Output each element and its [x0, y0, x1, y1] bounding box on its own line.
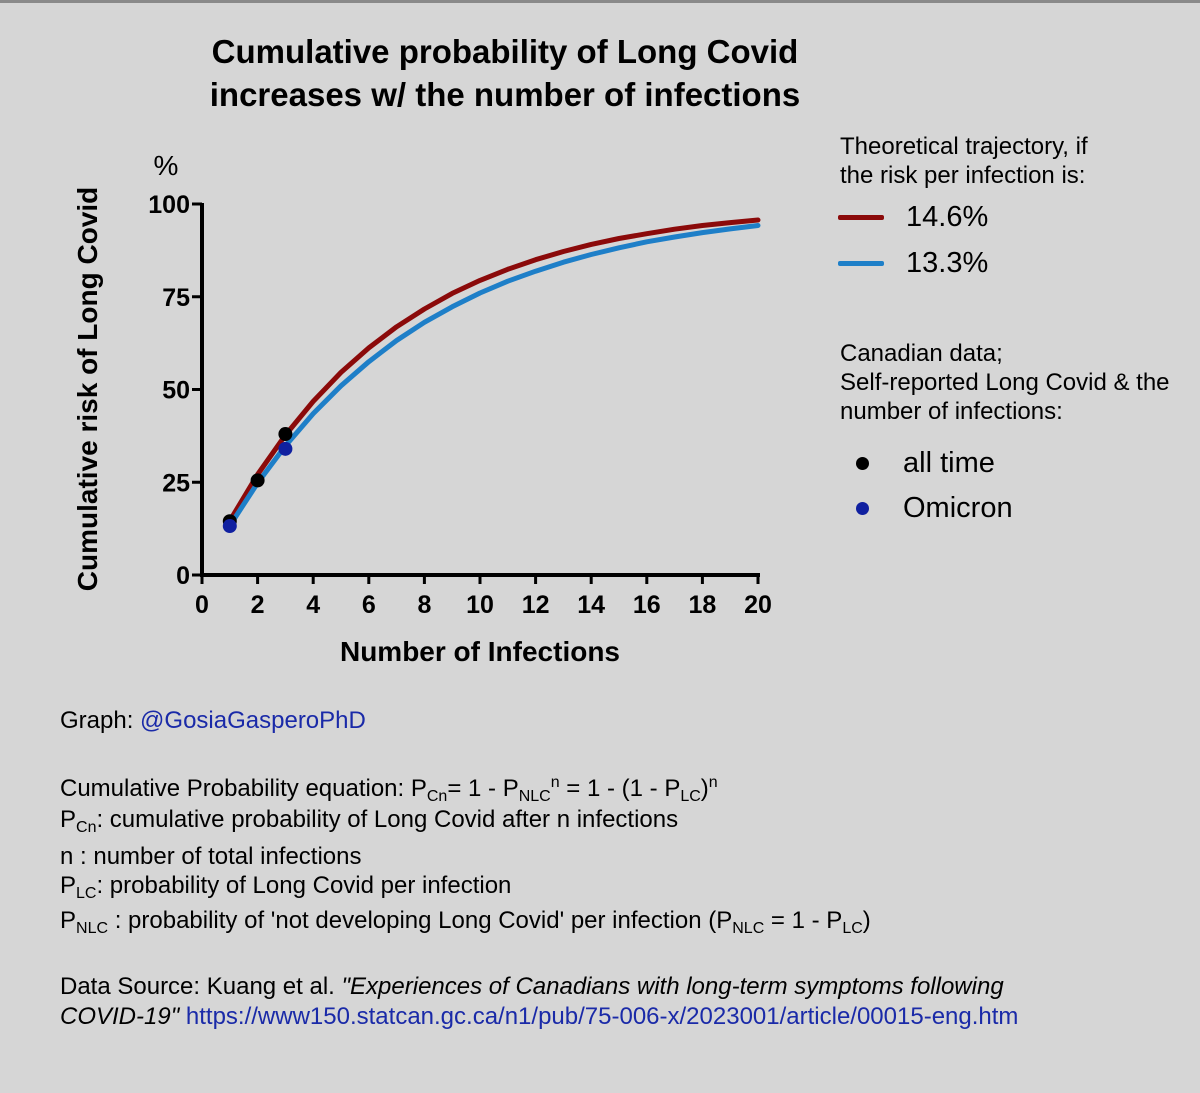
- series-lines: [227, 217, 761, 529]
- legend-item-13-3: 13.3%: [838, 245, 988, 281]
- legend-heading-canadian-data: Canadian data; Self-reported Long Covid …: [840, 339, 1170, 426]
- eq-prefix: Cumulative Probability equation: P: [60, 775, 427, 802]
- data-point: [222, 519, 237, 534]
- data-point: [278, 427, 293, 442]
- def-text: = 1 - P: [764, 907, 843, 934]
- def-text: : probability of Long Covid per infectio…: [96, 872, 512, 899]
- equation-line: Cumulative Probability equation: PCn= 1 …: [60, 769, 718, 811]
- data-point: [278, 441, 293, 456]
- y-unit-label: %: [154, 150, 179, 181]
- legend-item-omicron: Omicron: [838, 490, 1013, 526]
- y-tick-label: 100: [148, 191, 190, 219]
- legend-heading-line: number of infections:: [840, 398, 1063, 425]
- def-sub: LC: [842, 920, 863, 937]
- series-line-1: [227, 223, 761, 529]
- axes: [192, 202, 760, 584]
- eq-sub: Cn: [426, 788, 448, 805]
- x-tick-label: 6: [362, 591, 376, 619]
- x-tick-label: 8: [417, 591, 431, 619]
- eq-sup: n: [708, 774, 718, 791]
- y-tick-label: 50: [162, 377, 190, 405]
- legend-item-all-time: all time: [838, 445, 995, 481]
- def-symbol: P: [60, 806, 77, 833]
- chart-plot: 0 2 4 6 8 10 12 14 16 18 20 0 25 50 75 100% Number of In…: [72, 150, 772, 667]
- legend-label: 13.3%: [906, 246, 989, 279]
- author-handle-link[interactable]: @GosiaGasperoPhD: [140, 707, 366, 734]
- def-text: ): [862, 907, 871, 934]
- legend-item-14-6: 14.6%: [838, 199, 988, 235]
- def-sub: LC: [76, 885, 97, 902]
- axis-labels: 0 2 4 6 8 10 12 14 16 18 20 0 25 50 75 100% Number of In…: [72, 150, 772, 667]
- x-tick-label: 10: [466, 591, 494, 619]
- y-tick-label: 0: [176, 562, 190, 590]
- article-title: "Experiences of Canadians with long-term…: [341, 973, 1004, 1000]
- eq-sub: LC: [680, 788, 701, 805]
- x-tick-label: 16: [633, 591, 661, 619]
- x-tick-label: 4: [306, 591, 320, 619]
- y-axis-title: Cumulative risk of Long Covid: [72, 187, 103, 591]
- legend-label: all time: [903, 446, 995, 479]
- definition-n: n : number of total infections: [60, 843, 362, 871]
- x-tick-label: 14: [577, 591, 605, 619]
- def-sub: Cn: [76, 819, 97, 836]
- eq-text: = 1 - P: [447, 775, 519, 802]
- graph-credit-label: Graph:: [60, 707, 141, 734]
- legend-heading-trajectory: Theoretical trajectory, if the risk per …: [840, 132, 1088, 190]
- data-source-line-2: COVID-19" https://www150.statcan.gc.ca/n…: [60, 1003, 1018, 1031]
- x-tick-label: 2: [251, 591, 265, 619]
- def-sub: NLC: [76, 920, 109, 937]
- x-tick-label: 0: [195, 591, 209, 619]
- x-tick-label: 20: [744, 591, 772, 619]
- graph-credit: Graph: @GosiaGasperoPhD: [60, 707, 366, 735]
- data-source-label: Data Source: Kuang et al.: [60, 973, 342, 1000]
- legend-swatch-black-dot: [856, 456, 869, 470]
- legend-swatch-blue-dot: [856, 501, 869, 515]
- legend-heading-line: Theoretical trajectory, if: [840, 133, 1088, 160]
- y-tick-label: 75: [162, 284, 190, 312]
- legend-swatch-red-line: [838, 214, 884, 220]
- eq-text: ): [700, 775, 709, 802]
- def-symbol: P: [60, 872, 77, 899]
- legend-heading-line: the risk per infection is:: [840, 162, 1086, 189]
- definition-pcn: PCn: cumulative probability of Long Covi…: [60, 806, 678, 842]
- legend-label: 14.6%: [906, 200, 989, 233]
- eq-text: = 1 - (1 - P: [559, 775, 681, 802]
- chart-title: Cumulative probability of Long Covid inc…: [209, 33, 801, 113]
- eq-sub: NLC: [518, 788, 551, 805]
- legend-swatch-blue-line: [838, 260, 884, 266]
- series-line-0: [227, 217, 761, 524]
- definition-plc: PLC: probability of Long Covid per infec…: [60, 872, 511, 908]
- x-tick-label: 12: [522, 591, 550, 619]
- def-sub: NLC: [732, 920, 765, 937]
- y-tick-label: 25: [162, 469, 190, 497]
- source-url-link[interactable]: https://www150.statcan.gc.ca/n1/pub/75-0…: [179, 1003, 1019, 1030]
- data-source: Data Source: Kuang et al. "Experiences o…: [60, 973, 1018, 1031]
- top-border: [0, 0, 1200, 3]
- data-source-line-1: Data Source: Kuang et al. "Experiences o…: [60, 973, 1018, 1001]
- def-text: : probability of 'not developing Long Co…: [108, 907, 733, 934]
- data-point: [250, 473, 265, 488]
- definition-pnlc: PNLC : probability of 'not developing Lo…: [60, 907, 871, 943]
- legend-heading-line: Canadian data;: [840, 340, 1003, 367]
- x-tick-label: 18: [688, 591, 716, 619]
- def-text: : cumulative probability of Long Covid a…: [96, 806, 679, 833]
- def-symbol: P: [60, 907, 77, 934]
- legend-label: Omicron: [903, 491, 1013, 524]
- legend-heading-line: Self-reported Long Covid & the: [840, 369, 1170, 396]
- def-text: n : number of total infections: [60, 843, 362, 870]
- eq-sup: n: [550, 774, 560, 791]
- article-title: COVID-19": [60, 1003, 180, 1030]
- series-points: [222, 427, 293, 534]
- x-axis-title: Number of Infections: [340, 636, 620, 667]
